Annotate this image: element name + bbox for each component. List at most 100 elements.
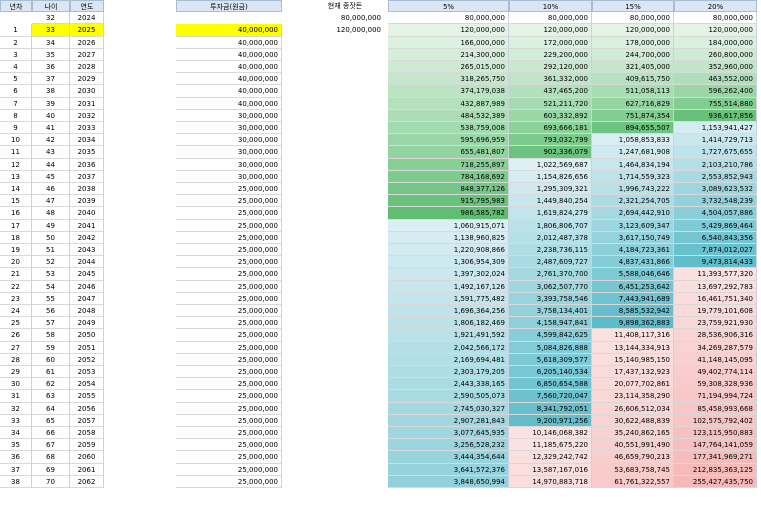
row-number-cell[interactable]: 3	[0, 48, 32, 61]
age-cell[interactable]: 38	[32, 85, 70, 98]
rate-value-cell[interactable]: 30,622,488,839	[592, 414, 674, 427]
row-number-cell[interactable]: 7	[0, 97, 32, 110]
age-cell[interactable]: 47	[32, 195, 70, 208]
header-rate-10[interactable]: 10%	[509, 0, 592, 13]
year-cell[interactable]: 2062	[70, 475, 104, 488]
row0-rate-15[interactable]: 80,000,000	[592, 12, 674, 25]
row-number-cell[interactable]: 15	[0, 195, 32, 208]
row-number-cell[interactable]: 4	[0, 61, 32, 74]
year-cell[interactable]: 2056	[70, 402, 104, 415]
year-cell[interactable]: 2054	[70, 378, 104, 391]
age-cell[interactable]: 58	[32, 329, 70, 342]
rate-value-cell[interactable]: 177,341,969,271	[674, 451, 757, 464]
row0-age[interactable]: 32	[32, 12, 70, 25]
rate-value-cell[interactable]: 13,697,292,783	[674, 280, 757, 293]
year-cell[interactable]: 2031	[70, 97, 104, 110]
age-cell[interactable]: 36	[32, 61, 70, 74]
year-cell[interactable]: 2035	[70, 146, 104, 159]
rate-value-cell[interactable]: 409,615,750	[592, 73, 674, 86]
rate-value-cell[interactable]: 3,123,609,347	[592, 219, 674, 232]
rate-value-cell[interactable]: 15,140,985,150	[592, 353, 674, 366]
rate-value-cell[interactable]: 374,179,038	[388, 85, 509, 98]
rate-value-cell[interactable]: 244,700,000	[592, 48, 674, 61]
year-cell[interactable]: 2040	[70, 207, 104, 220]
row-number-cell[interactable]: 30	[0, 378, 32, 391]
row-number-cell[interactable]: 26	[0, 329, 32, 342]
invest-cell[interactable]: 40,000,000	[176, 97, 282, 110]
row-number-cell[interactable]: 8	[0, 109, 32, 122]
year-cell[interactable]: 2048	[70, 305, 104, 318]
rate-value-cell[interactable]: 915,795,983	[388, 195, 509, 208]
invest-cell[interactable]: 25,000,000	[176, 353, 282, 366]
rate-value-cell[interactable]: 1,996,743,222	[592, 183, 674, 196]
rate-value-cell[interactable]: 5,084,826,888	[509, 341, 592, 354]
rate-value-cell[interactable]: 85,458,993,668	[674, 402, 757, 415]
rate-value-cell[interactable]: 1,591,775,482	[388, 292, 509, 305]
rate-value-cell[interactable]: 784,168,692	[388, 170, 509, 183]
rate-value-cell[interactable]: 11,393,577,320	[674, 268, 757, 281]
row0-rate-10[interactable]: 80,000,000	[509, 12, 592, 25]
rate-value-cell[interactable]: 1,921,491,592	[388, 329, 509, 342]
year-cell[interactable]: 2050	[70, 329, 104, 342]
rate-value-cell[interactable]: 11,408,117,316	[592, 329, 674, 342]
row-number-cell[interactable]: 32	[0, 402, 32, 415]
invest-cell[interactable]: 25,000,000	[176, 475, 282, 488]
invest-cell[interactable]: 40,000,000	[176, 36, 282, 49]
row-number-cell[interactable]: 20	[0, 256, 32, 269]
row-number-cell[interactable]: 11	[0, 146, 32, 159]
rate-value-cell[interactable]: 1,806,182,469	[388, 317, 509, 330]
age-cell[interactable]: 57	[32, 317, 70, 330]
age-cell[interactable]: 39	[32, 97, 70, 110]
row-number-cell[interactable]: 13	[0, 170, 32, 183]
invest-cell[interactable]: 25,000,000	[176, 219, 282, 232]
year-cell[interactable]: 2036	[70, 158, 104, 171]
row-number-cell[interactable]: 2	[0, 36, 32, 49]
invest-cell[interactable]: 25,000,000	[176, 183, 282, 196]
rate-value-cell[interactable]: 318,265,750	[388, 73, 509, 86]
rate-value-cell[interactable]: 184,000,000	[674, 36, 757, 49]
invest-cell[interactable]: 25,000,000	[176, 292, 282, 305]
row-number-cell[interactable]: 25	[0, 317, 32, 330]
rate-value-cell[interactable]: 751,874,354	[592, 109, 674, 122]
row0-rate-20[interactable]: 80,000,000	[674, 12, 757, 25]
rate-value-cell[interactable]: 538,759,008	[388, 122, 509, 135]
age-cell[interactable]: 69	[32, 463, 70, 476]
rate-value-cell[interactable]: 902,336,079	[509, 146, 592, 159]
rate-value-cell[interactable]: 463,552,000	[674, 73, 757, 86]
rate-value-cell[interactable]: 693,666,181	[509, 122, 592, 135]
invest-cell[interactable]: 25,000,000	[176, 390, 282, 403]
age-cell[interactable]: 54	[32, 280, 70, 293]
rate-value-cell[interactable]: 1,727,675,655	[674, 146, 757, 159]
row-number-cell[interactable]: 14	[0, 183, 32, 196]
rate-value-cell[interactable]: 12,329,242,742	[509, 451, 592, 464]
rate-value-cell[interactable]: 3,444,354,644	[388, 451, 509, 464]
year-cell[interactable]: 2029	[70, 73, 104, 86]
rate-value-cell[interactable]: 59,308,328,936	[674, 378, 757, 391]
rate-value-cell[interactable]: 4,158,947,841	[509, 317, 592, 330]
age-cell[interactable]: 42	[32, 134, 70, 147]
rate-value-cell[interactable]: 1,247,681,908	[592, 146, 674, 159]
rate-value-cell[interactable]: 1,414,729,713	[674, 134, 757, 147]
invest-cell[interactable]: 40,000,000	[176, 48, 282, 61]
rate-value-cell[interactable]: 2,745,030,327	[388, 402, 509, 415]
year-cell[interactable]: 2034	[70, 134, 104, 147]
age-cell[interactable]: 70	[32, 475, 70, 488]
row-number-cell[interactable]: 5	[0, 73, 32, 86]
header-age[interactable]: 나이	[32, 0, 70, 13]
rate-value-cell[interactable]: 1,154,826,656	[509, 170, 592, 183]
rate-value-cell[interactable]: 1,153,941,427	[674, 122, 757, 135]
rate-value-cell[interactable]: 120,000,000	[509, 24, 592, 37]
age-cell[interactable]: 41	[32, 122, 70, 135]
rate-value-cell[interactable]: 718,255,897	[388, 158, 509, 171]
year-cell[interactable]: 2044	[70, 256, 104, 269]
rate-value-cell[interactable]: 511,058,113	[592, 85, 674, 98]
age-cell[interactable]: 35	[32, 48, 70, 61]
age-cell[interactable]: 50	[32, 231, 70, 244]
header-invest[interactable]: 투자금(원금)	[176, 0, 282, 13]
invest-cell[interactable]: 30,000,000	[176, 146, 282, 159]
rate-value-cell[interactable]: 4,837,431,866	[592, 256, 674, 269]
rate-value-cell[interactable]: 2,487,609,727	[509, 256, 592, 269]
row-number-cell[interactable]: 35	[0, 439, 32, 452]
invest-cell[interactable]: 30,000,000	[176, 170, 282, 183]
year-cell[interactable]: 2061	[70, 463, 104, 476]
